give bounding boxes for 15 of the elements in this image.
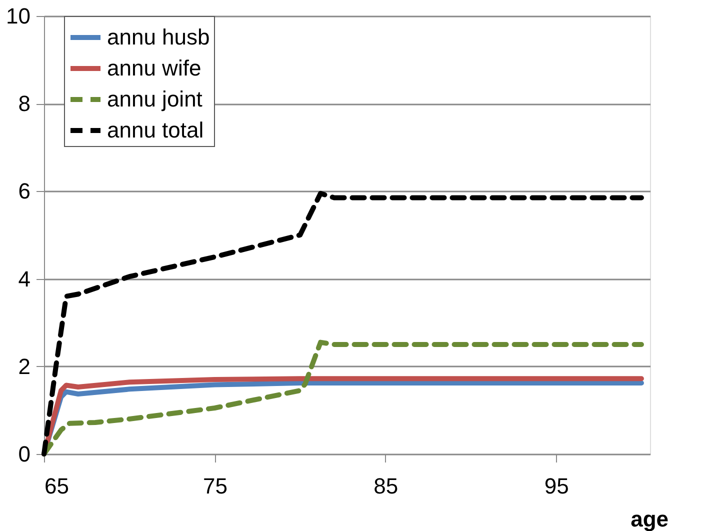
y-tick-label: 0 bbox=[18, 442, 30, 466]
x-tick-label: 75 bbox=[202, 474, 228, 498]
legend-label: annu husb bbox=[107, 24, 210, 50]
y-tick-label: 10 bbox=[6, 4, 30, 28]
x-tick-label: 95 bbox=[544, 474, 569, 498]
x-tick-label: 65 bbox=[44, 474, 69, 498]
y-tick-label: 6 bbox=[18, 178, 30, 204]
y-tick-label: 2 bbox=[18, 354, 30, 379]
x-tick-label: 85 bbox=[374, 474, 398, 498]
legend-label: annu wife bbox=[107, 56, 202, 80]
legend-label: annu total bbox=[107, 118, 204, 142]
legend-label: annu joint bbox=[107, 86, 202, 112]
x-axis-title: age bbox=[630, 506, 668, 531]
y-tick-label: 8 bbox=[18, 91, 30, 116]
y-tick-label: 4 bbox=[18, 266, 30, 292]
